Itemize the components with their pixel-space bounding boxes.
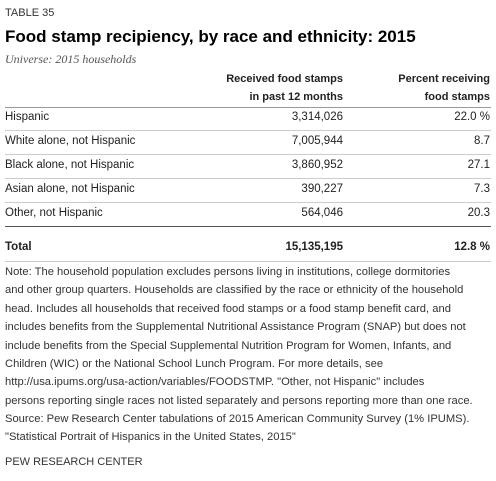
column-header: Percent receiving bbox=[398, 73, 490, 85]
note-line: http://usa.ipums.org/usa-action/variable… bbox=[5, 376, 425, 389]
rule bbox=[5, 261, 491, 262]
table-cell: Asian alone, not Hispanic bbox=[5, 183, 135, 195]
universe: Universe: 2015 households bbox=[5, 52, 137, 66]
table-cell: Black alone, not Hispanic bbox=[5, 159, 135, 171]
table-cell: 7.3 bbox=[474, 183, 490, 195]
note-line: Children (WIC) or the National School Lu… bbox=[5, 358, 384, 370]
source-line: Source: Pew Research Center tabulations … bbox=[5, 413, 470, 425]
table-cell: 7,005,944 bbox=[291, 135, 343, 147]
note-line: head. Includes all households that recei… bbox=[5, 302, 451, 315]
source-line: "Statistical Portrait of Hispanics in th… bbox=[5, 431, 296, 444]
note-line: includes benefits from the Supplemental … bbox=[5, 321, 466, 334]
table-label: TABLE 35 bbox=[5, 7, 55, 19]
table-cell: Other, not Hispanic bbox=[5, 207, 103, 219]
table-cell: 564,046 bbox=[301, 207, 343, 219]
table-cell: 3,860,952 bbox=[291, 159, 343, 171]
table-cell: 3,314,026 bbox=[291, 111, 343, 123]
table-cell: 22.0 % bbox=[454, 111, 490, 123]
rule bbox=[5, 154, 491, 155]
table-cell: Hispanic bbox=[5, 111, 50, 123]
note-line: and other group quarters. Households are… bbox=[5, 284, 464, 297]
rule bbox=[5, 107, 491, 108]
note-line: Note: The household population excludes … bbox=[5, 266, 451, 278]
rule bbox=[5, 226, 491, 227]
column-header: Received food stamps bbox=[226, 73, 343, 85]
table-cell: White alone, not Hispanic bbox=[5, 135, 136, 147]
column-header: food stamps bbox=[424, 91, 490, 103]
table-cell: 27.1 bbox=[467, 159, 490, 171]
table-cell: 8.7 bbox=[474, 135, 490, 147]
total-cell: 15,135,195 bbox=[285, 241, 343, 253]
column-header: in past 12 months bbox=[249, 91, 343, 103]
rule bbox=[5, 178, 491, 179]
rule bbox=[5, 202, 491, 203]
note-line: include benefits from the Special Supple… bbox=[5, 339, 452, 352]
note-line: persons reporting single races not liste… bbox=[5, 394, 473, 407]
footer: PEW RESEARCH CENTER bbox=[5, 456, 143, 468]
total-cell: 12.8 % bbox=[454, 241, 490, 253]
total-cell: Total bbox=[5, 241, 32, 253]
table-cell: 20.3 bbox=[467, 207, 490, 219]
rule bbox=[5, 130, 491, 131]
table-cell: 390,227 bbox=[301, 183, 343, 195]
title: Food stamp recipiency, by race and ethni… bbox=[5, 27, 416, 46]
